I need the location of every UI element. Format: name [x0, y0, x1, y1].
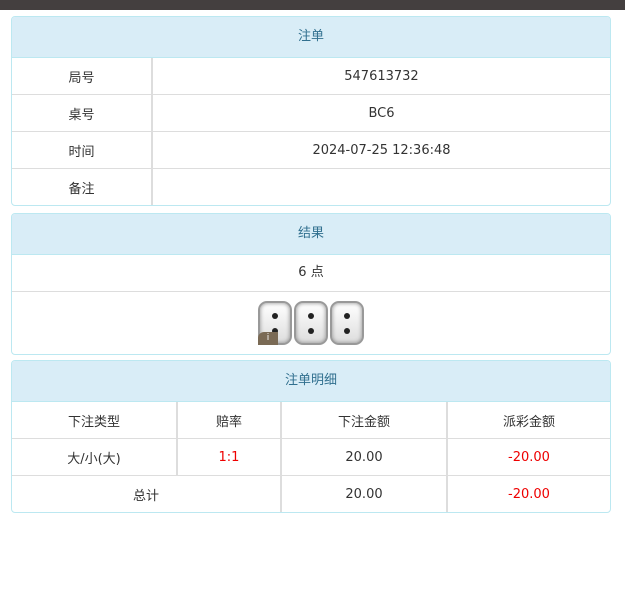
table-row: 桌号 BC6	[12, 94, 610, 132]
header-bet-type: 下注类型	[67, 414, 120, 430]
table-header: 下注类型 赔率 下注金额 派彩金额	[12, 402, 610, 439]
row-label: 局号	[68, 70, 95, 86]
table-row: 大/小(大) 1:1 20.00 -20.00	[12, 438, 610, 476]
bet-amount: 20.00	[280, 438, 447, 476]
table-row: 时间 2024-07-25 12:36:48	[12, 131, 610, 169]
payout: -20.00	[446, 438, 610, 476]
round-number: 547613732	[151, 58, 610, 95]
result-points: 6 点	[298, 265, 324, 280]
odds: 1:1	[176, 438, 281, 476]
table-row: 备注	[12, 168, 610, 205]
detail-table: 下注类型 赔率 下注金额 派彩金额 大/小(大) 1:1 20.00 -20.0…	[12, 402, 610, 512]
order-panel: 注单 局号 547613732 桌号 BC6 时间 2024-07-25 12:36:…	[11, 16, 611, 206]
row-label: 桌号	[12, 94, 152, 132]
result-panel: 结果 6 点 i	[11, 213, 611, 355]
table-number: BC6	[151, 94, 610, 132]
detail-panel-title: 注单明细	[12, 361, 610, 402]
detail-panel: 注单明细 下注类型 赔率 下注金额 派彩金额 大/小(大) 1:1 20.00 …	[11, 360, 611, 513]
total-label: 总计	[12, 475, 281, 512]
header-payout: 派彩金额	[446, 402, 610, 439]
header-odds: 赔率	[176, 402, 281, 439]
top-bar	[0, 0, 625, 10]
order-panel-title: 注单	[12, 17, 610, 58]
dice-row	[12, 291, 610, 354]
row-label: 时间	[12, 131, 152, 169]
bet-time: 2024-07-25 12:36:48	[151, 131, 610, 169]
total-bet: 20.00	[280, 475, 447, 512]
total-payout: -20.00	[446, 475, 610, 512]
total-row: 总计 20.00 -20.00	[12, 475, 610, 512]
die-icon	[330, 301, 364, 345]
die-icon	[294, 301, 328, 345]
info-icon[interactable]: i	[258, 332, 278, 345]
header-bet-amount: 下注金额	[280, 402, 447, 439]
result-panel-title: 结果	[12, 214, 610, 255]
bet-type: 大/小(大)	[12, 438, 177, 476]
table-row: 局号 547613732	[12, 58, 610, 95]
remark	[151, 168, 610, 205]
order-table: 局号 547613732 桌号 BC6 时间 2024-07-25 12:36:48 …	[12, 58, 610, 205]
row-label: 备注	[12, 168, 152, 205]
